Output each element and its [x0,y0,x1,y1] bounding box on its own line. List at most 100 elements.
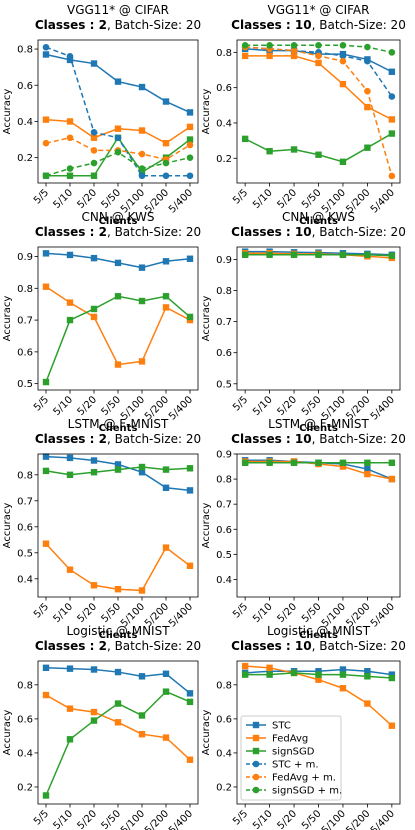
y-tick-label: 0.9 [216,450,232,461]
x-tick-label: 5/20 [75,601,99,625]
y-tick-label: 0.6 [17,81,33,92]
marker [290,251,298,258]
y-tick-label: 0.5 [17,379,33,390]
marker [42,792,50,799]
marker [138,673,146,680]
subtitle-rest: , Batch-Size: 20 [107,225,201,239]
x-tick-label: 5/200 [344,808,372,830]
marker [90,717,98,724]
x-tick-label: 5/10 [251,601,275,625]
subtitle-rest: , Batch-Size: 20 [312,639,406,653]
y-tick-label: 0.6 [216,714,232,725]
y-tick-label: 0.8 [216,286,232,297]
marker [138,83,146,91]
y-tick-label: 0.4 [17,574,33,585]
marker [114,78,122,85]
marker [186,141,194,149]
marker [42,283,50,290]
x-tick-label: 5/20 [75,808,99,830]
marker [42,116,50,123]
y-tick-label: 0.8 [216,475,232,486]
legend-label: signSGD + m. [272,786,342,797]
marker [162,139,170,147]
y-axis-label: Accuracy [2,89,13,135]
marker [186,690,194,697]
marker [315,52,322,60]
marker [186,698,194,706]
x-tick-label: 5/400 [167,394,195,422]
marker [138,168,146,176]
marker [364,103,371,111]
marker [162,98,170,105]
marker [186,465,194,472]
y-tick-label: 0.7 [216,500,232,511]
y-axis-label: Accuracy [201,296,212,342]
marker [66,134,74,142]
marker [252,721,260,729]
marker [339,80,347,88]
marker [162,466,170,473]
marker [186,562,194,569]
marker [66,454,74,462]
y-tick-label: 0.9 [216,255,232,266]
x-tick-label: 5/20 [276,601,300,625]
marker [388,130,396,137]
marker [162,544,170,551]
marker [266,148,273,155]
y-tick-label: 0.9 [17,252,33,263]
marker [315,676,322,683]
marker [66,736,74,743]
x-tick-label: 5/100 [119,808,147,830]
marker [388,475,396,483]
marker [42,250,50,257]
marker [266,251,273,258]
x-tick-label: 5/20 [276,808,300,830]
marker [162,484,170,491]
marker [186,154,194,161]
marker [364,465,371,473]
marker [42,51,50,58]
marker [42,43,50,51]
marker [241,459,249,466]
marker [252,747,260,755]
marker [90,129,98,136]
marker [90,172,98,179]
x-tick-label: 5/10 [51,394,75,418]
chart-subtitle: Classes : 2, Batch-Size: 20 [35,432,201,446]
y-tick-label: 0.4 [216,575,232,586]
marker [241,135,249,143]
chart-title: Logistic @ MNIST [66,624,170,638]
marker [266,671,273,678]
marker [252,760,260,768]
subtitle-bold: Classes : 2 [35,432,107,446]
subtitle-bold: Classes : 10 [231,639,311,653]
marker [162,293,170,300]
marker [388,671,396,678]
chart-subtitle: Classes : 10, Batch-Size: 20 [231,225,406,239]
y-tick-label: 0.6 [216,348,232,359]
marker [364,668,371,675]
chart-title: VGG11* @ CIFAR [268,3,370,17]
marker [186,255,194,262]
x-tick-label: 5/400 [167,187,195,215]
y-tick-label: 0.4 [216,748,232,759]
marker [388,49,396,56]
x-tick-label: 5/5 [32,394,51,413]
marker [114,293,122,300]
x-tick-label: 5/400 [369,601,397,629]
y-tick-label: 0.7 [17,316,33,327]
chart-subtitle: Classes : 2, Batch-Size: 20 [35,225,201,239]
y-axis-label: Accuracy [201,503,212,549]
marker [114,361,122,368]
marker [388,172,396,180]
y-tick-label: 0.4 [216,118,232,129]
x-tick-label: 5/10 [251,808,275,830]
legend-box [240,715,342,801]
marker [42,691,50,699]
subtitle-rest: , Batch-Size: 20 [107,18,201,32]
marker [162,172,170,180]
x-tick-label: 5/20 [276,394,300,418]
chart-subtitle: Classes : 2, Batch-Size: 20 [35,18,201,32]
marker [66,251,74,259]
y-axis-label: Accuracy [201,710,212,756]
